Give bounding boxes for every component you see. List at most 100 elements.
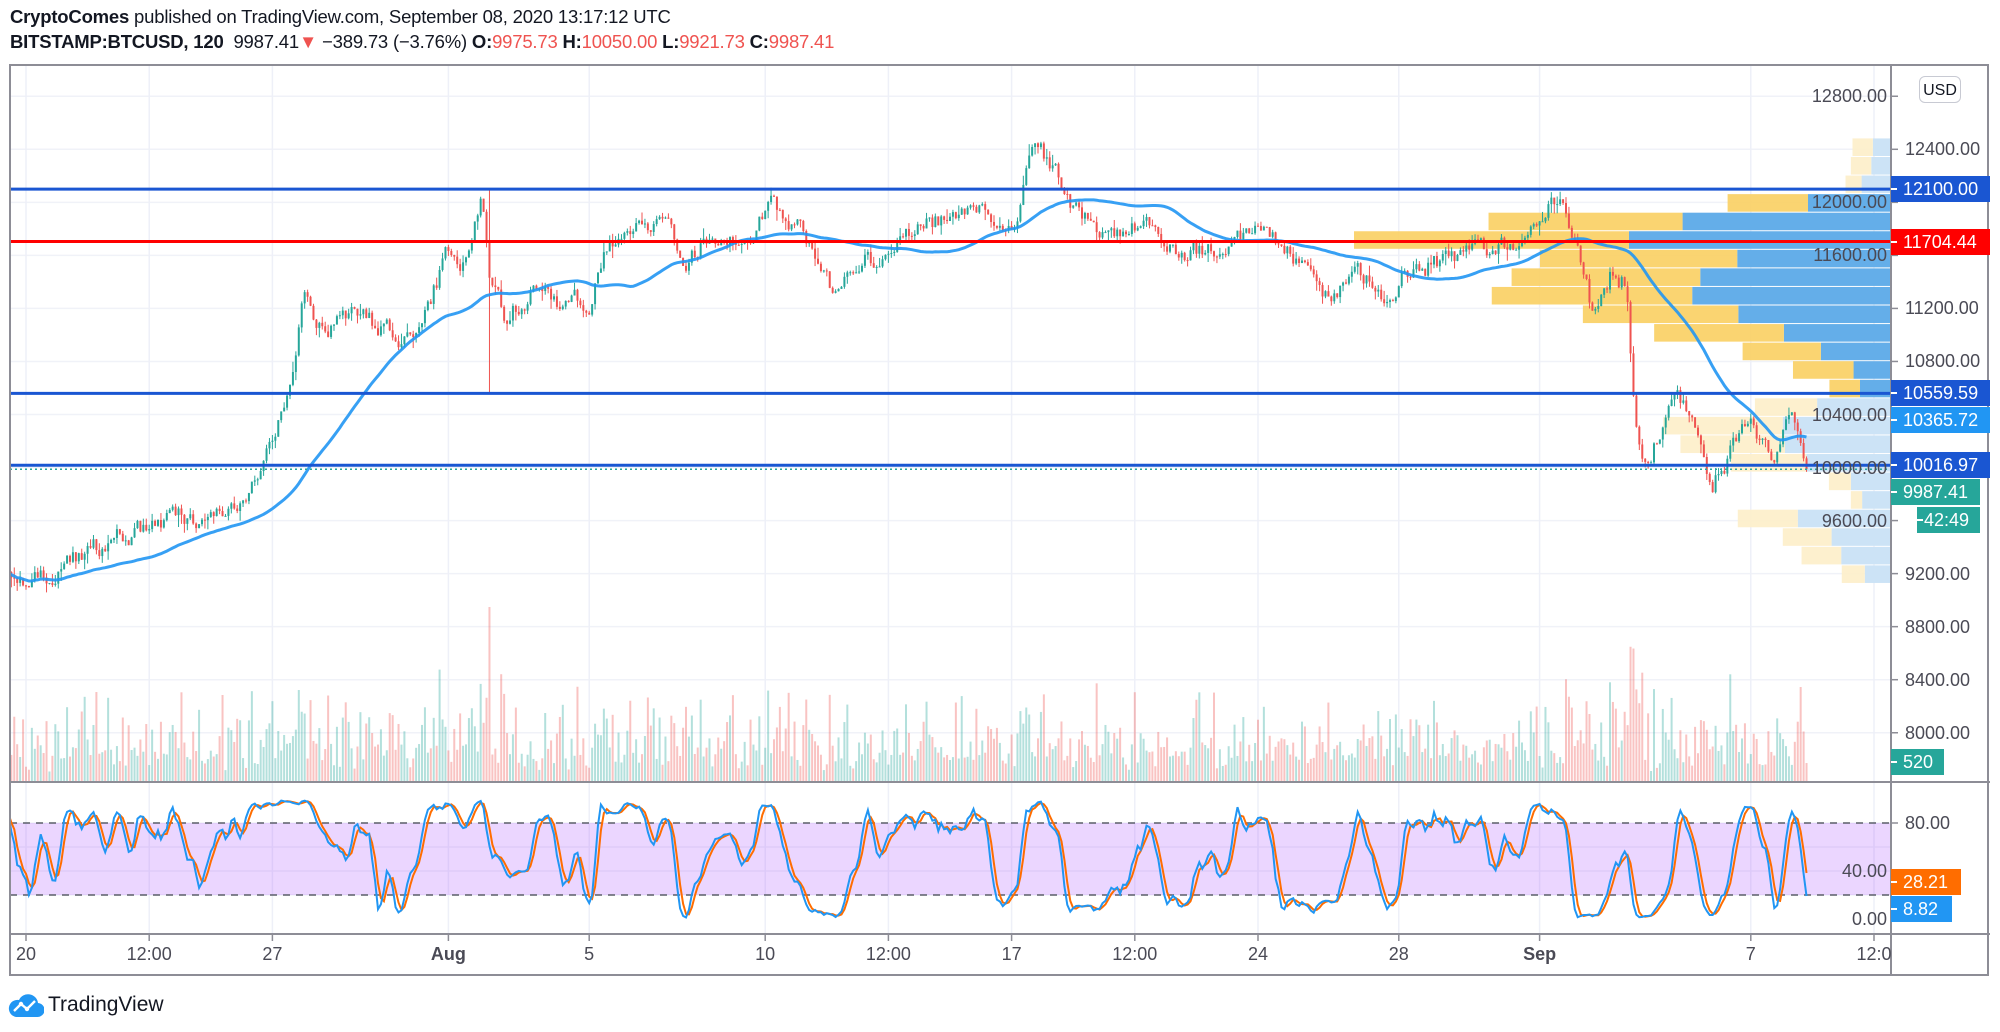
- main-pane[interactable]: [7, 138, 1891, 782]
- candle-body: [1221, 254, 1224, 256]
- volume-bar: [245, 767, 247, 782]
- candle-body: [412, 334, 415, 338]
- candle-body: [86, 546, 89, 554]
- volume-bar: [1735, 724, 1738, 782]
- volume-bar: [409, 767, 412, 782]
- candle-body: [699, 243, 702, 259]
- tradingview-logo[interactable]: TradingView: [8, 990, 164, 1020]
- volume-bar: [80, 711, 83, 782]
- volume-bar: [1092, 762, 1095, 782]
- volume-bar: [547, 748, 550, 782]
- candle-body: [611, 242, 614, 247]
- candle-body: [872, 263, 875, 268]
- volume-bar: [83, 696, 86, 782]
- candle-body: [1306, 262, 1309, 266]
- currency-badge[interactable]: USD: [1919, 76, 1961, 103]
- volume-bar: [110, 749, 113, 782]
- candle-body: [1723, 470, 1726, 474]
- candle-body: [212, 512, 215, 517]
- volume-bar: [1412, 736, 1415, 782]
- volume-bar: [814, 741, 817, 782]
- volume-bar: [338, 766, 341, 782]
- volume-bar: [649, 725, 652, 782]
- volume-bar: [573, 755, 576, 782]
- volume-bar: [954, 702, 957, 782]
- candle-body: [1136, 227, 1139, 231]
- volume-bar: [643, 735, 646, 782]
- candle-body: [1365, 275, 1368, 284]
- volume-bar: [591, 747, 594, 782]
- candle-body: [224, 515, 227, 517]
- candle-body: [139, 520, 142, 532]
- candle-body: [1761, 438, 1764, 440]
- candle-body: [690, 250, 693, 263]
- volume-bar: [1236, 755, 1239, 782]
- candle-body: [388, 319, 391, 331]
- candle-body: [1274, 232, 1277, 244]
- volume-bar: [315, 743, 318, 782]
- volume-bar: [1318, 726, 1321, 782]
- candle-body: [582, 305, 585, 311]
- price-axis-label: 11600.00: [1813, 245, 1887, 266]
- high-value: 10050.00: [581, 31, 658, 52]
- candle-body: [1743, 424, 1746, 427]
- volume-bar: [212, 756, 215, 782]
- volume-bar: [1421, 752, 1424, 782]
- candle-body: [1606, 288, 1609, 290]
- volume-bar: [579, 754, 582, 782]
- volume-bar: [300, 711, 303, 782]
- candle-body: [362, 309, 365, 315]
- volume-bar: [1779, 733, 1782, 782]
- volume-bar: [1512, 733, 1515, 782]
- volume-bar: [438, 669, 441, 782]
- stochastic-pane[interactable]: [8, 799, 1891, 919]
- volume-bar: [1083, 744, 1086, 782]
- volume-bar: [1306, 763, 1309, 782]
- candle-body: [465, 257, 467, 263]
- candle-body: [1796, 422, 1799, 432]
- candle-body: [406, 332, 409, 337]
- candle-body: [840, 286, 843, 289]
- price-axis-label: 12000.00: [1811, 192, 1887, 213]
- candle-body: [1491, 250, 1494, 255]
- candle-body: [1347, 276, 1350, 284]
- volume-bar: [887, 764, 890, 782]
- candle-body: [1028, 155, 1031, 169]
- candle-body: [400, 344, 403, 348]
- volume-bar: [1785, 746, 1787, 782]
- volume-bar: [1004, 763, 1007, 782]
- candle-body: [1544, 217, 1547, 222]
- volume-bar: [1051, 749, 1054, 782]
- volume-bar: [344, 702, 347, 782]
- volume-bar: [1339, 741, 1342, 782]
- volume-bar: [1163, 746, 1166, 782]
- candle-body: [1691, 415, 1694, 418]
- volume-bar: [1034, 756, 1037, 782]
- candle-body: [643, 223, 646, 225]
- volume-bar: [89, 755, 92, 782]
- volume-bar: [382, 755, 385, 782]
- volume-bar: [394, 749, 397, 782]
- volume-bar: [1075, 761, 1078, 782]
- volume-bar: [852, 768, 855, 782]
- volume-bar: [937, 752, 940, 782]
- candle-body: [1433, 256, 1435, 265]
- candle-body: [462, 262, 465, 271]
- candle-body: [306, 292, 309, 297]
- volume-bar: [966, 756, 969, 782]
- volume-profile-up-bar: [1582, 305, 1739, 324]
- candle-body: [623, 232, 626, 239]
- candle-body: [1770, 451, 1773, 461]
- volume-bar: [227, 727, 230, 782]
- candle-body: [567, 300, 570, 302]
- level-price-label: 10559.59: [1891, 380, 1990, 407]
- price-axis-label: 11200.00: [1905, 298, 1979, 319]
- author-name[interactable]: CryptoComes: [10, 6, 130, 27]
- candle-body: [946, 219, 949, 222]
- candle-body: [775, 196, 778, 210]
- volume-profile-up-bar: [1754, 398, 1818, 416]
- volume-bar: [1691, 765, 1694, 782]
- time-axis-label: 12:0: [1856, 944, 1892, 964]
- volume-bar: [479, 683, 482, 782]
